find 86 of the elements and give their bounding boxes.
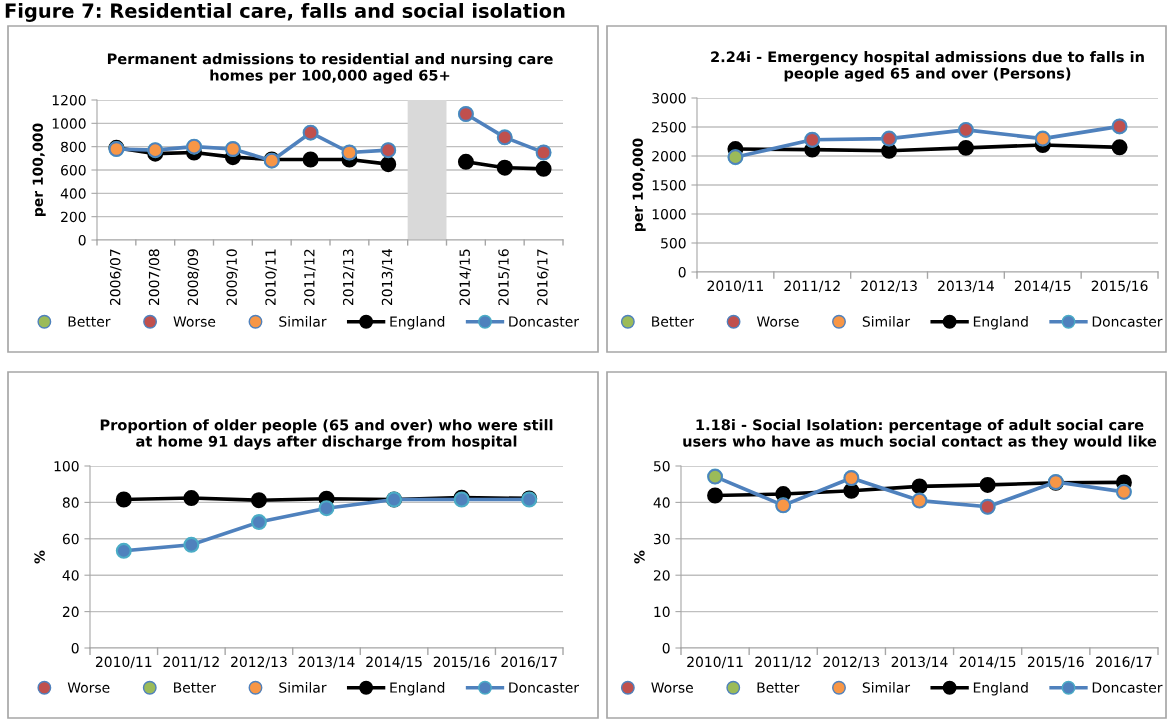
y-tick-label: 0 — [78, 234, 86, 246]
y-tick-label: 60 — [62, 533, 79, 545]
x-tick-label: 2010/11 — [687, 656, 743, 669]
y-axis-title: % — [634, 550, 645, 564]
y-tick-label: 20 — [653, 570, 670, 581]
x-tick-label: 2016/17 — [1096, 656, 1152, 669]
legend-label: Doncaster — [1092, 682, 1163, 693]
x-tick-label: 2010/11 — [707, 280, 763, 293]
x-tick-label: 2014/15 — [1014, 280, 1071, 293]
y-tick-label: 1500 — [652, 179, 686, 191]
x-tick-label: 2015/16 — [433, 656, 490, 669]
legend-label: Worse — [651, 682, 693, 693]
legend-label: Doncaster — [509, 682, 579, 693]
y-axis-title: % — [34, 550, 45, 564]
legend-label: Better — [68, 316, 111, 327]
chart-title: 1.18i - Social Isolation: percentage of adult social care users who have as much social contact as they would like — [683, 419, 1157, 450]
legend-label: Similar — [862, 682, 911, 693]
x-tick-label: 2013/14 — [298, 656, 355, 669]
x-tick-label: 2014/15 — [959, 656, 1016, 669]
x-tick-label: 2014/15 — [366, 656, 422, 669]
legend-label: England — [390, 316, 445, 330]
y-tick-label: 10 — [654, 606, 670, 618]
y-tick-label: 0 — [662, 642, 670, 654]
y-tick-label: 400 — [60, 188, 86, 199]
x-tick-label: 2007/08 — [148, 249, 161, 306]
x-tick-label: 2008/09 — [187, 249, 200, 306]
legend-label: Worse — [756, 316, 799, 327]
x-tick-label: 2014/15 — [459, 249, 472, 306]
caption: Figure 7: Residential care, falls and social isolation — [5, 3, 565, 22]
legend-label: Better — [174, 682, 216, 693]
x-tick-label: 2012/13 — [861, 280, 917, 293]
y-tick-label: 50 — [653, 460, 670, 472]
legend-label: Better — [757, 682, 800, 693]
legend-label: Worse — [173, 316, 216, 327]
y-axis-title: per 100,000 — [632, 138, 646, 231]
y-tick-label: 40 — [653, 497, 670, 508]
legend-label: England — [390, 682, 445, 696]
y-tick-label: 100 — [54, 460, 79, 472]
y-tick-label: 2000 — [652, 150, 686, 162]
x-tick-label: 2015/16 — [498, 249, 510, 306]
legend-label: Similar — [279, 682, 327, 693]
x-tick-label: 2013/14 — [381, 249, 394, 306]
y-tick-label: 3000 — [652, 92, 686, 104]
x-tick-label: 2015/16 — [1091, 280, 1148, 293]
x-tick-label: 2010/11 — [265, 249, 277, 306]
y-tick-label: 20 — [62, 606, 79, 618]
x-tick-label: 2006/07 — [109, 249, 122, 306]
y-axis-title: per 100,000 — [32, 123, 46, 216]
legend-label: England — [973, 316, 1028, 330]
x-tick-label: 2013/14 — [938, 280, 994, 293]
x-tick-label: 2016/17 — [537, 249, 549, 306]
x-tick-label: 2013/14 — [891, 656, 948, 669]
y-tick-label: 30 — [653, 533, 670, 545]
legend-label: Doncaster — [509, 316, 579, 327]
y-tick-label: 80 — [62, 497, 79, 508]
y-tick-label: 1000 — [52, 118, 86, 129]
x-tick-label: 2011/12 — [163, 656, 219, 669]
x-tick-label: 2009/10 — [226, 249, 239, 306]
y-tick-label: 0 — [678, 266, 686, 278]
legend-label: Worse — [67, 682, 110, 693]
y-tick-label: 2500 — [652, 121, 686, 133]
x-tick-label: 2012/13 — [342, 249, 355, 306]
y-tick-label: 1200 — [52, 94, 86, 106]
x-tick-label: 2011/12 — [755, 656, 811, 669]
x-tick-label: 2012/13 — [231, 656, 287, 669]
y-tick-label: 200 — [61, 211, 86, 223]
chart-title: Permanent admissions to residential and nursing care homes per 100,000 aged 65+ — [107, 53, 553, 84]
x-tick-label: 2015/16 — [1027, 656, 1084, 669]
x-tick-label: 2011/12 — [784, 280, 840, 293]
y-tick-label: 1000 — [652, 208, 686, 220]
legend-label: Better — [652, 316, 694, 327]
y-tick-label: 40 — [62, 570, 79, 581]
legend-label: Similar — [862, 316, 911, 327]
x-tick-label: 2012/13 — [823, 656, 880, 669]
y-tick-label: 500 — [661, 237, 686, 249]
chart-title: Proportion of older people (65 and over) who were still at home 91 days after discharge from hospital — [100, 419, 553, 450]
y-tick-label: 0 — [71, 642, 79, 654]
x-tick-label: 2011/12 — [304, 249, 316, 306]
legend-label: England — [973, 682, 1028, 696]
legend-label: Similar — [279, 316, 327, 327]
chart-title: 2.24i - Emergency hospital admissions due to falls in people aged 65 and over (Persons) — [711, 51, 1144, 82]
x-tick-label: 2010/11 — [95, 656, 152, 669]
y-tick-label: 800 — [61, 141, 86, 153]
legend-label: Doncaster — [1092, 316, 1163, 327]
y-tick-label: 600 — [61, 164, 86, 176]
x-tick-label: 2016/17 — [501, 656, 557, 669]
